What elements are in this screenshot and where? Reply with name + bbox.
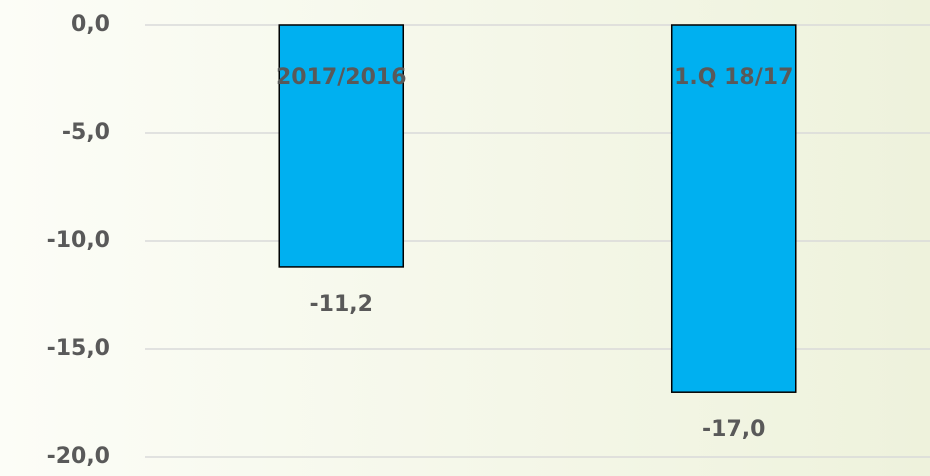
value-label: -17,0 [702, 417, 765, 442]
y-tick-label: -5,0 [62, 120, 110, 145]
x-tick-label: 2017/2016 [276, 65, 407, 90]
bar [278, 24, 405, 268]
bar [670, 24, 797, 393]
y-tick-label: -15,0 [47, 336, 110, 361]
y-tick-label: -10,0 [47, 228, 110, 253]
y-tick-label: 0,0 [71, 12, 110, 37]
x-tick-label: 1.Q 18/17 [674, 65, 793, 90]
y-tick-label: -20,0 [47, 444, 110, 469]
value-label: -11,2 [310, 292, 373, 317]
